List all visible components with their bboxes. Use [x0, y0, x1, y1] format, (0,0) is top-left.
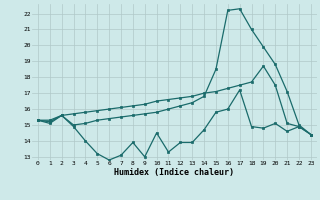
X-axis label: Humidex (Indice chaleur): Humidex (Indice chaleur) — [115, 168, 234, 177]
